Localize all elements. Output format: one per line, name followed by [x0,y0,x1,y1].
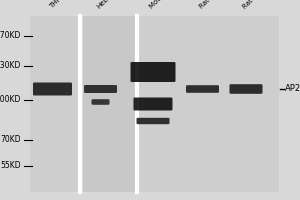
FancyBboxPatch shape [82,16,135,192]
FancyBboxPatch shape [134,98,172,110]
FancyBboxPatch shape [33,82,72,95]
FancyBboxPatch shape [92,99,110,105]
FancyBboxPatch shape [130,62,176,82]
Text: THP-1: THP-1 [48,0,67,10]
Text: Rat liver: Rat liver [198,0,223,10]
FancyBboxPatch shape [30,16,80,192]
Text: 130KD: 130KD [0,62,21,71]
Text: AP2A1: AP2A1 [285,84,300,93]
FancyBboxPatch shape [136,118,169,124]
Text: HeLa: HeLa [96,0,113,10]
FancyBboxPatch shape [186,85,219,93]
Text: 55KD: 55KD [0,162,21,170]
FancyBboxPatch shape [230,84,262,94]
FancyBboxPatch shape [84,85,117,93]
Text: Rat lung: Rat lung [242,0,267,10]
Text: Mouse brain: Mouse brain [149,0,183,10]
Text: 100KD: 100KD [0,96,21,104]
FancyBboxPatch shape [138,16,279,192]
Text: 70KD: 70KD [0,136,21,144]
Text: 170KD: 170KD [0,31,21,40]
